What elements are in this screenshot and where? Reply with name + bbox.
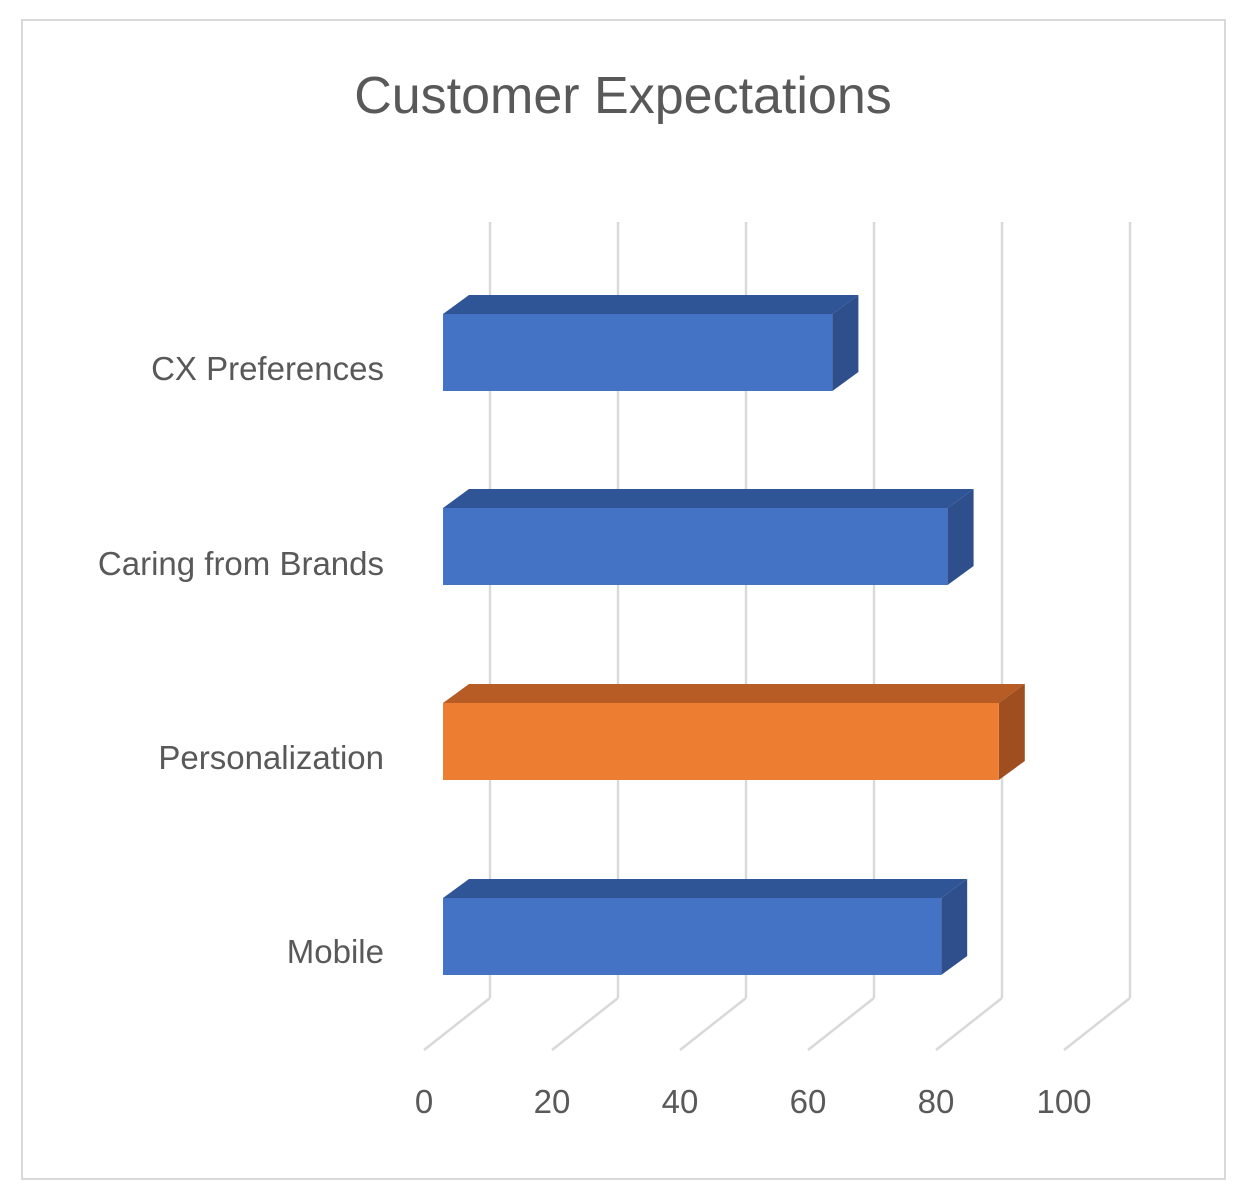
gridline xyxy=(807,997,875,1051)
gridline xyxy=(423,997,491,1051)
gridline xyxy=(551,997,619,1051)
gridline xyxy=(1063,997,1131,1051)
category-label: Personalization xyxy=(158,739,384,776)
x-tick-label: 20 xyxy=(533,1083,571,1120)
category-label: Caring from Brands xyxy=(97,545,384,582)
bar-caring-from-brands xyxy=(443,489,974,585)
category-label: CX Preferences xyxy=(151,350,384,387)
gridline xyxy=(935,997,1003,1051)
bar-personalization xyxy=(443,684,1025,780)
x-tick-label: 100 xyxy=(1036,1083,1092,1120)
bar-cx-preferences xyxy=(443,295,859,391)
x-tick-label: 40 xyxy=(661,1083,699,1120)
x-tick-label: 0 xyxy=(414,1083,434,1120)
category-label: Mobile xyxy=(286,933,384,970)
gridline xyxy=(679,997,747,1051)
chart-frame xyxy=(21,19,1226,1180)
bar-mobile xyxy=(443,879,968,975)
x-tick-label: 80 xyxy=(917,1083,955,1120)
x-tick-label: 60 xyxy=(789,1083,827,1120)
chart-title: Customer Expectations xyxy=(354,67,892,125)
